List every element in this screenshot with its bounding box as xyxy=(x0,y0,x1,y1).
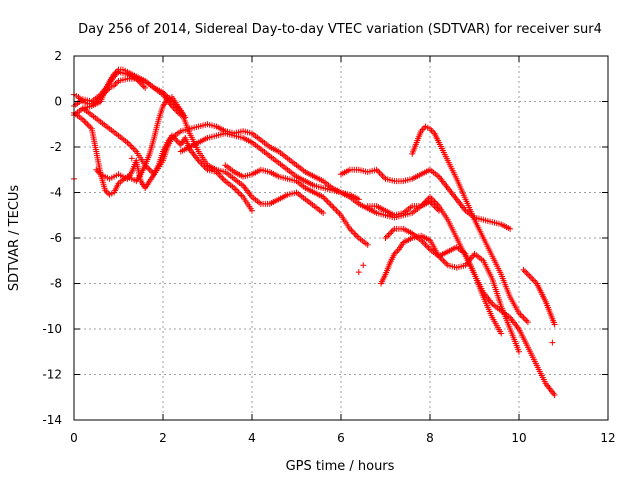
data-markers xyxy=(71,66,558,398)
plot-frame xyxy=(73,55,609,421)
y-tick-label: 0 xyxy=(54,95,62,109)
series-arc-c xyxy=(71,75,149,107)
data-point xyxy=(516,348,522,355)
x-tick-label: 6 xyxy=(337,431,345,445)
y-tick-label: -4 xyxy=(50,186,62,200)
series-arc-m xyxy=(382,225,558,398)
data-point xyxy=(498,330,505,337)
y-tick-label: -6 xyxy=(50,231,62,245)
data-point xyxy=(551,321,558,328)
x-tick-label: 0 xyxy=(70,431,78,445)
y-tick-label: -8 xyxy=(50,277,62,291)
data-point xyxy=(355,196,362,203)
series-arc-e xyxy=(93,132,255,214)
series-arc-g xyxy=(177,130,362,203)
data-point xyxy=(549,339,556,346)
series-arc-f xyxy=(79,105,442,221)
data-point xyxy=(128,155,135,162)
series-arc-d xyxy=(71,93,327,216)
data-point xyxy=(249,207,255,214)
y-tick-label: -10 xyxy=(42,322,62,336)
data-point xyxy=(355,269,362,276)
chart-title: Day 256 of 2014, Sidereal Day-to-day VTE… xyxy=(78,22,602,37)
series-arc-h xyxy=(222,162,371,248)
x-tick-label: 10 xyxy=(511,431,526,445)
y-axis-title: SDTVAR / TECUs xyxy=(7,185,22,292)
y-tick-label: -12 xyxy=(42,368,62,382)
axes: 0 2 4 6 8 10 12 -14 -12 -10 -8 -6 -4 -2 0 2 xyxy=(42,49,615,445)
y-tick-label: -2 xyxy=(50,140,62,154)
series-arc-n xyxy=(520,266,558,328)
x-tick-label: 4 xyxy=(248,431,256,445)
series-arc-j xyxy=(409,123,531,326)
x-tick-label: 8 xyxy=(426,431,434,445)
data-point xyxy=(320,209,327,216)
data-point xyxy=(507,225,514,232)
data-point xyxy=(360,262,367,269)
y-tick-label: 2 xyxy=(54,49,62,63)
data-point xyxy=(364,241,371,248)
x-axis-title: GPS time / hours xyxy=(286,459,395,474)
data-point xyxy=(142,84,149,91)
data-point xyxy=(551,391,558,398)
x-tick-label: 12 xyxy=(600,431,615,445)
y-tick-label: -14 xyxy=(42,413,62,427)
x-tick-label: 2 xyxy=(159,431,167,445)
data-point xyxy=(524,319,531,326)
